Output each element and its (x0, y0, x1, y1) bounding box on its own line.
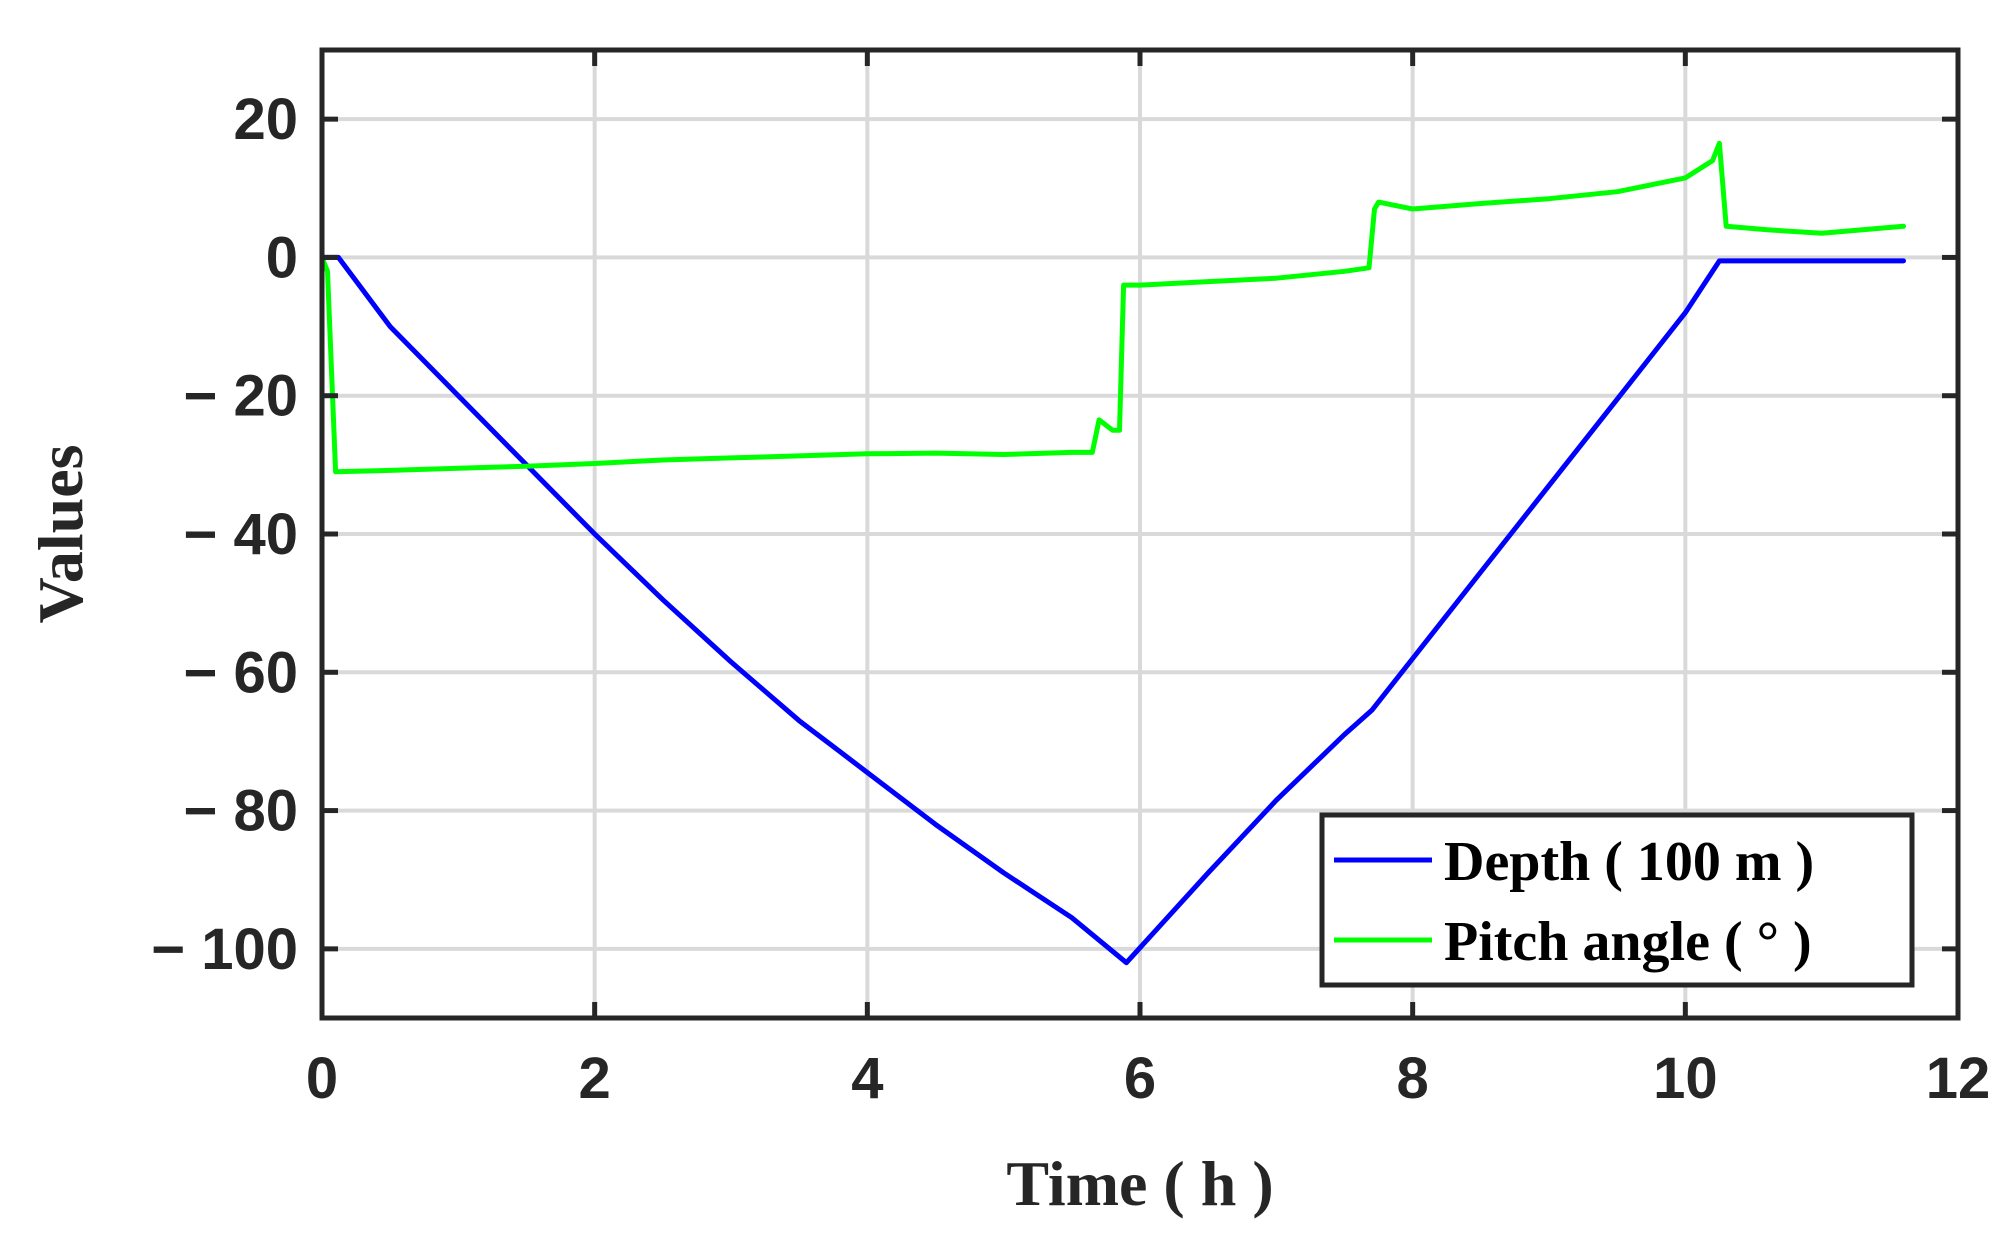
y-tick-label: − 20 (184, 364, 299, 429)
axes: 0 2 4 6 8 10 12 20 0 − 20 − 40 − 60 − 80 − 100 Time ( … (25, 47, 1991, 1219)
series-line-2 (319, 140, 1906, 475)
y-tick-label: 20 (233, 87, 298, 152)
x-axis-title: Time ( h ) (1006, 1148, 1273, 1219)
x-tick-label: 12 (1926, 1046, 1991, 1111)
series-line-1 (319, 254, 1906, 966)
x-tick-label: 10 (1653, 1046, 1718, 1111)
legend-label-1: Depth ( 100 m ) (1444, 831, 1814, 893)
legend-label-2: Pitch angle ( ° ) (1444, 911, 1812, 973)
y-tick-label: − 100 (151, 917, 298, 982)
x-tick-label: 8 (1397, 1046, 1429, 1111)
legend-box (1319, 812, 1915, 988)
legend: Depth ( 100 m ) Pitch angle ( ° ) (1319, 812, 1915, 988)
y-tick-label: − 40 (184, 502, 299, 567)
x-tick-label: 0 (306, 1046, 338, 1111)
x-tick-label: 6 (1124, 1046, 1156, 1111)
series-lines (319, 140, 1906, 966)
x-tick-label: 4 (851, 1046, 883, 1111)
grid (322, 50, 1958, 1018)
y-tick-label: − 60 (184, 640, 299, 705)
y-axis-title: Values (25, 444, 96, 623)
x-tick-label: 2 (579, 1046, 611, 1111)
y-tick-label: 0 (266, 225, 298, 290)
y-tick-label: − 80 (184, 779, 299, 844)
